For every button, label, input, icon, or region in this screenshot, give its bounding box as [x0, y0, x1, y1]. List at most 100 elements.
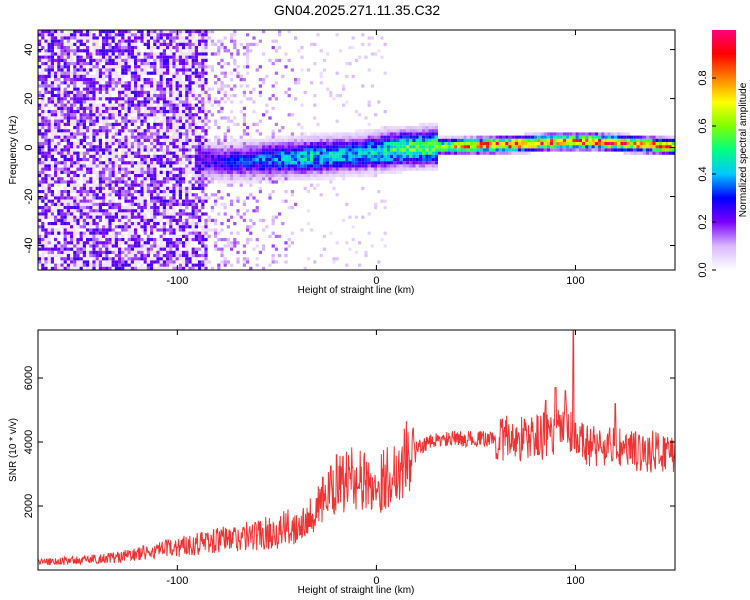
heatmap-cell — [201, 167, 205, 171]
heatmap-cell — [134, 119, 138, 123]
heatmap-cell — [156, 260, 160, 264]
heatmap-cell — [201, 151, 205, 155]
heatmap-cell — [54, 247, 58, 251]
heatmap-cell — [223, 151, 227, 155]
heatmap-cell — [76, 177, 80, 181]
heatmap-cell — [258, 177, 262, 181]
heatmap-cell — [44, 206, 48, 210]
heatmap-cell — [198, 177, 202, 181]
heatmap-cell — [409, 132, 413, 136]
heatmap-cell — [223, 174, 227, 178]
heatmap-cell — [236, 199, 240, 203]
heatmap-cell — [191, 30, 195, 34]
heatmap-cell — [242, 148, 246, 152]
heatmap-cell — [153, 212, 157, 216]
heatmap-cell — [502, 135, 506, 139]
heatmap-cell — [44, 193, 48, 197]
heatmap-cell — [82, 122, 86, 126]
heatmap-cell — [134, 180, 138, 184]
heatmap-cell — [306, 68, 310, 72]
heatmap-cell — [255, 42, 259, 46]
heatmap-cell — [153, 36, 157, 40]
heatmap-cell — [191, 206, 195, 210]
heatmap-cell — [140, 228, 144, 232]
heatmap-cell — [70, 202, 74, 206]
heatmap-cell — [252, 87, 256, 91]
heatmap-cell — [153, 100, 157, 104]
heatmap-cell — [169, 129, 173, 133]
heatmap-cell — [66, 33, 70, 37]
heatmap-cell — [223, 138, 227, 142]
heatmap-cell — [102, 110, 106, 114]
heatmap-cell — [214, 177, 218, 181]
heatmap-cell — [118, 190, 122, 194]
heatmap-cell — [194, 145, 198, 149]
heatmap-cell — [156, 263, 160, 267]
heatmap-cell — [425, 161, 429, 165]
heatmap-cell — [246, 58, 250, 62]
heatmap-cell — [134, 234, 138, 238]
heatmap-cell — [140, 199, 144, 203]
heatmap-cell — [130, 161, 134, 165]
heatmap-cell — [118, 81, 122, 85]
heatmap-cell — [121, 52, 125, 56]
heatmap-cell — [159, 113, 163, 117]
heatmap-cell — [287, 158, 291, 162]
heatmap-cell — [44, 241, 48, 245]
heatmap-cell — [54, 241, 58, 245]
heatmap-cell — [185, 225, 189, 229]
heatmap-cell — [489, 148, 493, 152]
heatmap-cell — [134, 186, 138, 190]
heatmap-cell — [150, 231, 154, 235]
heatmap-cell — [38, 167, 42, 171]
heatmap-cell — [169, 161, 173, 165]
heatmap-cell — [191, 62, 195, 66]
heatmap-cell — [63, 164, 67, 168]
heatmap-cell — [140, 244, 144, 248]
heatmap-cell — [118, 145, 122, 149]
heatmap-cell — [460, 142, 464, 146]
heatmap-cell — [41, 81, 45, 85]
heatmap-cell — [287, 145, 291, 149]
heatmap-cell — [220, 170, 224, 174]
heatmap-cell — [390, 170, 394, 174]
heatmap-cell — [60, 52, 64, 56]
heatmap-cell — [89, 142, 93, 146]
heatmap-cell — [271, 154, 275, 158]
heatmap-cell — [79, 71, 83, 75]
heatmap-cell — [127, 145, 131, 149]
heatmap-cell — [41, 209, 45, 213]
heatmap-cell — [38, 180, 42, 184]
heatmap-cell — [294, 36, 298, 40]
heatmap-cell — [79, 145, 83, 149]
heatmap-cell — [41, 234, 45, 238]
heatmap-cell — [134, 215, 138, 219]
heatmap-cell — [329, 94, 333, 98]
heatmap-cell — [297, 167, 301, 171]
heatmap-cell — [114, 158, 118, 162]
heatmap-cell — [76, 138, 80, 142]
heatmap-cell — [361, 135, 365, 139]
heatmap-cell — [172, 158, 176, 162]
heatmap-cell — [486, 148, 490, 152]
heatmap-cell — [319, 161, 323, 165]
heatmap-cell — [153, 138, 157, 142]
heatmap-cell — [92, 103, 96, 107]
heatmap-cell — [54, 151, 58, 155]
heatmap-cell — [76, 97, 80, 101]
heatmap-cell — [223, 263, 227, 267]
heatmap-cell — [127, 106, 131, 110]
heatmap-cell — [242, 46, 246, 50]
heatmap-cell — [230, 247, 234, 251]
heatmap-cell — [178, 174, 182, 178]
heatmap-cell — [367, 103, 371, 107]
heatmap-cell — [105, 257, 109, 261]
heatmap-cell — [258, 119, 262, 123]
heatmap-cell — [54, 135, 58, 139]
heatmap-cell — [159, 39, 163, 43]
heatmap-cell — [178, 206, 182, 210]
heatmap-cell — [194, 222, 198, 226]
heatmap-cell — [102, 55, 106, 59]
heatmap-cell — [118, 132, 122, 136]
heatmap-cell — [182, 257, 186, 261]
